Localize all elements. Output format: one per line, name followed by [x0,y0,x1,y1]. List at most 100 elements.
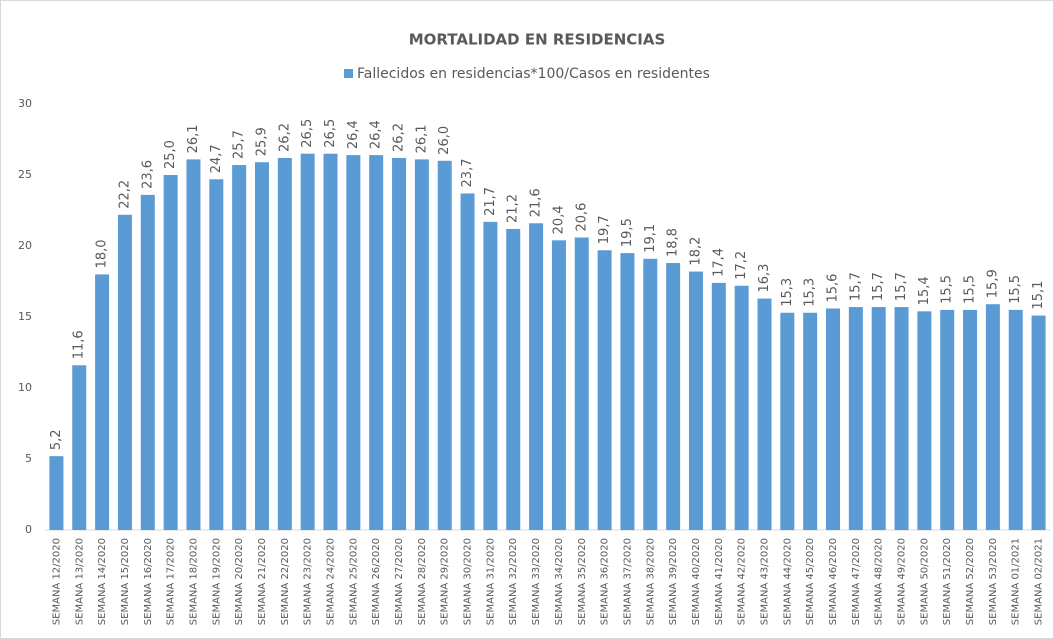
bar [414,159,429,530]
y-tick-label: 30 [18,97,32,110]
bar [186,159,201,530]
bar [985,304,1000,530]
data-label: 24,7 [209,144,224,173]
bar [95,274,110,530]
bar [688,271,703,530]
data-label: 23,7 [460,159,475,188]
bar [323,153,338,530]
bar [803,312,818,530]
x-tick-label: SEMANA 20/2020 [234,538,245,625]
bar [300,153,315,530]
data-label: 26,2 [392,123,407,152]
bar [392,157,407,530]
x-tick-label: SEMANA 30/2020 [463,538,474,625]
x-tick-label: SEMANA 13/2020 [74,538,85,625]
bar [529,223,544,530]
x-tick-label: SEMANA 34/2020 [554,538,565,625]
x-tick-label: SEMANA 42/2020 [737,538,748,625]
data-label: 15,7 [848,272,863,301]
x-tick-label: SEMANA 44/2020 [782,538,793,625]
bar [597,250,612,530]
data-label: 19,1 [643,224,658,253]
data-label: 15,4 [917,276,932,305]
data-label: 11,6 [72,330,87,359]
x-tick-label: SEMANA 17/2020 [166,538,177,625]
x-tick-label: SEMANA 33/2020 [531,538,542,625]
x-tick-label: SEMANA 22/2020 [280,538,291,625]
data-label: 17,4 [711,248,726,277]
x-tick-label: SEMANA 53/2020 [988,538,999,625]
bar [711,282,726,530]
x-tick-label: SEMANA 15/2020 [120,538,131,625]
bar [780,312,795,530]
data-label: 25,7 [232,130,247,159]
data-label: 21,7 [483,187,498,216]
data-label: 23,6 [140,160,155,189]
x-tick-label: SEMANA 31/2020 [485,538,496,625]
x-tick-label: SEMANA 40/2020 [691,538,702,625]
data-label: 26,4 [346,120,361,149]
x-tick-label: SEMANA 29/2020 [440,538,451,625]
x-tick-label: SEMANA 25/2020 [348,538,359,625]
data-label: 5,2 [49,429,64,450]
bar [551,240,566,530]
y-tick-label: 25 [18,168,32,181]
data-label: 26,2 [277,123,292,152]
y-tick-label: 15 [18,310,32,323]
bar [826,308,841,530]
data-label: 15,5 [963,275,978,304]
x-tick-label: SEMANA 27/2020 [394,538,405,625]
data-label: 15,5 [940,275,955,304]
bar [254,162,269,530]
x-tick-label: SEMANA 18/2020 [188,538,199,625]
data-label: 18,0 [95,239,110,268]
data-label: 15,7 [894,272,909,301]
x-tick-label: SEMANA 50/2020 [919,538,930,625]
bar [49,456,64,530]
bar [917,311,932,530]
x-tick-label: SEMANA 35/2020 [577,538,588,625]
data-label: 15,9 [985,269,1000,298]
x-tick-label: SEMANA 51/2020 [942,538,953,625]
y-tick-label: 5 [25,452,32,465]
x-tick-label: SEMANA 49/2020 [897,538,908,625]
bar [666,263,681,530]
data-label: 18,8 [666,228,681,257]
bar [369,155,384,530]
legend-swatch [344,69,353,78]
x-tick-label: SEMANA 37/2020 [622,538,633,625]
x-tick-label: SEMANA 24/2020 [326,538,337,625]
x-tick-label: SEMANA 14/2020 [97,538,108,625]
legend-label: Fallecidos en residencias*100/Casos en r… [357,66,710,82]
x-tick-label: SEMANA 23/2020 [303,538,314,625]
data-label: 26,0 [437,126,452,155]
data-label: 16,3 [757,264,772,293]
data-label: 26,5 [300,119,315,148]
x-tick-label: SEMANA 43/2020 [759,538,770,625]
x-tick-label: SEMANA 01/2021 [1011,538,1022,625]
bar [483,221,498,531]
data-label: 15,5 [1008,275,1023,304]
bar [117,214,132,530]
data-label: 15,1 [1031,281,1046,310]
x-tick-label: SEMANA 21/2020 [257,538,268,625]
bar [894,307,909,530]
data-label: 19,5 [620,218,635,247]
data-label: 20,4 [551,205,566,234]
bar [140,194,155,530]
x-tick-label: SEMANA 41/2020 [714,538,725,625]
x-tick-label: SEMANA 28/2020 [417,538,428,625]
bar [643,258,658,530]
x-tick-label: SEMANA 36/2020 [600,538,611,625]
x-tick-label: SEMANA 46/2020 [828,538,839,625]
bar [620,253,635,530]
data-label: 21,6 [529,188,544,217]
y-tick-label: 10 [18,381,32,394]
bar [232,165,247,530]
x-tick-label: SEMANA 02/2021 [1034,538,1045,625]
x-tick-label: SEMANA 19/2020 [211,538,222,625]
x-tick-label: SEMANA 52/2020 [965,538,976,625]
x-tick-label: SEMANA 12/2020 [51,538,62,625]
bar [209,179,224,530]
